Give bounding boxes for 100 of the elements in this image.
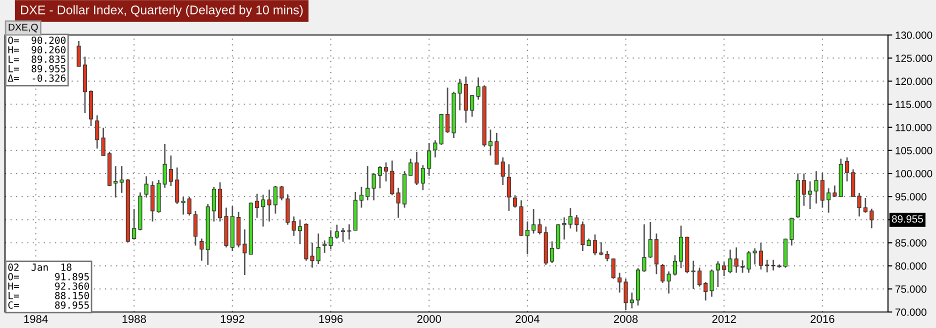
candlestick — [340, 227, 346, 243]
chart-subtitle: DXE,Q — [8, 24, 38, 32]
candlestick — [630, 292, 634, 309]
candlestick — [550, 240, 554, 264]
x-tick-label: 2004 — [516, 315, 540, 323]
candlestick — [568, 207, 572, 230]
candlestick — [532, 208, 536, 234]
candlestick — [242, 228, 247, 276]
candlestick — [273, 185, 278, 214]
candlestick — [562, 216, 566, 240]
candlestick — [328, 230, 333, 250]
candlestick — [771, 259, 776, 272]
candlestick — [845, 156, 850, 182]
y-tick-label: 95.000 — [895, 193, 926, 200]
candlestick — [476, 76, 480, 100]
candlestick — [506, 164, 511, 212]
y-tick-label: 85.000 — [895, 239, 926, 247]
y-tick-label: 100.000 — [896, 170, 932, 178]
candlestick — [832, 184, 837, 198]
candlestick — [642, 224, 646, 273]
candlestick — [857, 192, 862, 218]
x-tick-label: 1996 — [319, 315, 343, 323]
candlestick — [212, 186, 216, 222]
candlestick — [267, 188, 272, 222]
candlestick — [814, 170, 818, 204]
chart-title: DXE - Dollar Index, Quarterly (Delayed by 10 mins) — [21, 5, 303, 17]
candlestick — [458, 78, 462, 111]
candlestick — [691, 260, 696, 290]
candlestick — [359, 186, 364, 208]
candlestick — [298, 219, 302, 245]
annotation: 02 Jan 18 O= 91.895 H= 92.360 L= 88.150 C= 89.955 — [8, 264, 89, 309]
candlestick — [316, 232, 320, 265]
x-tick-label: 2012 — [712, 315, 736, 323]
y-tick-label: 130.000 — [896, 32, 932, 39]
y-tick-label: 70.000 — [895, 308, 926, 316]
candlestick — [292, 216, 296, 237]
candlestick — [255, 193, 260, 219]
candlestick — [666, 270, 671, 294]
x-tick-label: 1988 — [122, 315, 146, 323]
candlestick — [414, 151, 419, 186]
candlestick — [347, 224, 352, 240]
candlestick — [716, 260, 720, 288]
candlestick — [334, 224, 339, 240]
candlestick — [863, 197, 868, 214]
candlestick — [808, 180, 812, 210]
candlestick — [765, 259, 770, 273]
candlestick — [390, 160, 394, 196]
candlestick — [310, 242, 314, 268]
candlestick — [740, 260, 745, 274]
candlestick — [605, 250, 610, 262]
candlestick — [790, 217, 794, 246]
candlestick — [752, 248, 757, 266]
y-tick-label: 120.000 — [896, 78, 932, 86]
candlestick — [618, 272, 622, 294]
candlestick — [734, 246, 738, 274]
x-tick-label: 2016 — [810, 315, 834, 323]
candlestick — [802, 172, 806, 207]
candlestick — [660, 263, 665, 284]
candlestick — [187, 196, 192, 216]
candlestick — [826, 188, 831, 214]
candlestick — [722, 261, 726, 277]
candlestick — [322, 240, 327, 254]
candlestick — [175, 166, 180, 205]
candlestick — [168, 154, 173, 187]
candlestick — [144, 176, 148, 198]
candlestick — [76, 40, 81, 68]
candlestick — [538, 218, 542, 236]
candlestick — [446, 86, 450, 134]
x-tick-label: 1992 — [220, 315, 244, 323]
y-tick-label: 80.000 — [895, 262, 926, 270]
candlestick — [698, 266, 702, 288]
y-tick-label: 75.000 — [895, 285, 926, 293]
candlestick — [624, 278, 628, 311]
candlestick — [132, 208, 136, 240]
candlestick — [758, 242, 763, 270]
candlestick — [280, 185, 284, 201]
candlestick — [710, 268, 714, 298]
candlestick — [672, 254, 678, 276]
candlestick — [366, 165, 370, 201]
candlestick — [162, 143, 167, 189]
candlestick — [488, 128, 493, 156]
candlestick — [95, 114, 100, 150]
candlestick — [513, 194, 518, 208]
candlestick — [286, 194, 290, 226]
candlestick — [870, 208, 874, 229]
candlestick — [728, 248, 732, 274]
candlestick — [193, 210, 198, 246]
y-tick-label: 110.000 — [896, 124, 932, 132]
candlestick — [746, 250, 751, 274]
candlestick — [181, 196, 186, 216]
y-tick-label: 115.000 — [896, 100, 932, 108]
candlestick — [704, 281, 708, 302]
candlestick — [500, 156, 505, 186]
x-tick-label: 1984 — [24, 315, 48, 323]
candlestick — [384, 162, 388, 182]
candlestick — [599, 242, 604, 256]
annotation: O= 90.200 H= 90.260 L= 89.835 L= 89.955 Δ= -0.326 — [8, 36, 66, 82]
x-tick-label: 2000 — [417, 315, 442, 323]
candlestick — [433, 140, 438, 158]
candlestick — [427, 142, 432, 177]
